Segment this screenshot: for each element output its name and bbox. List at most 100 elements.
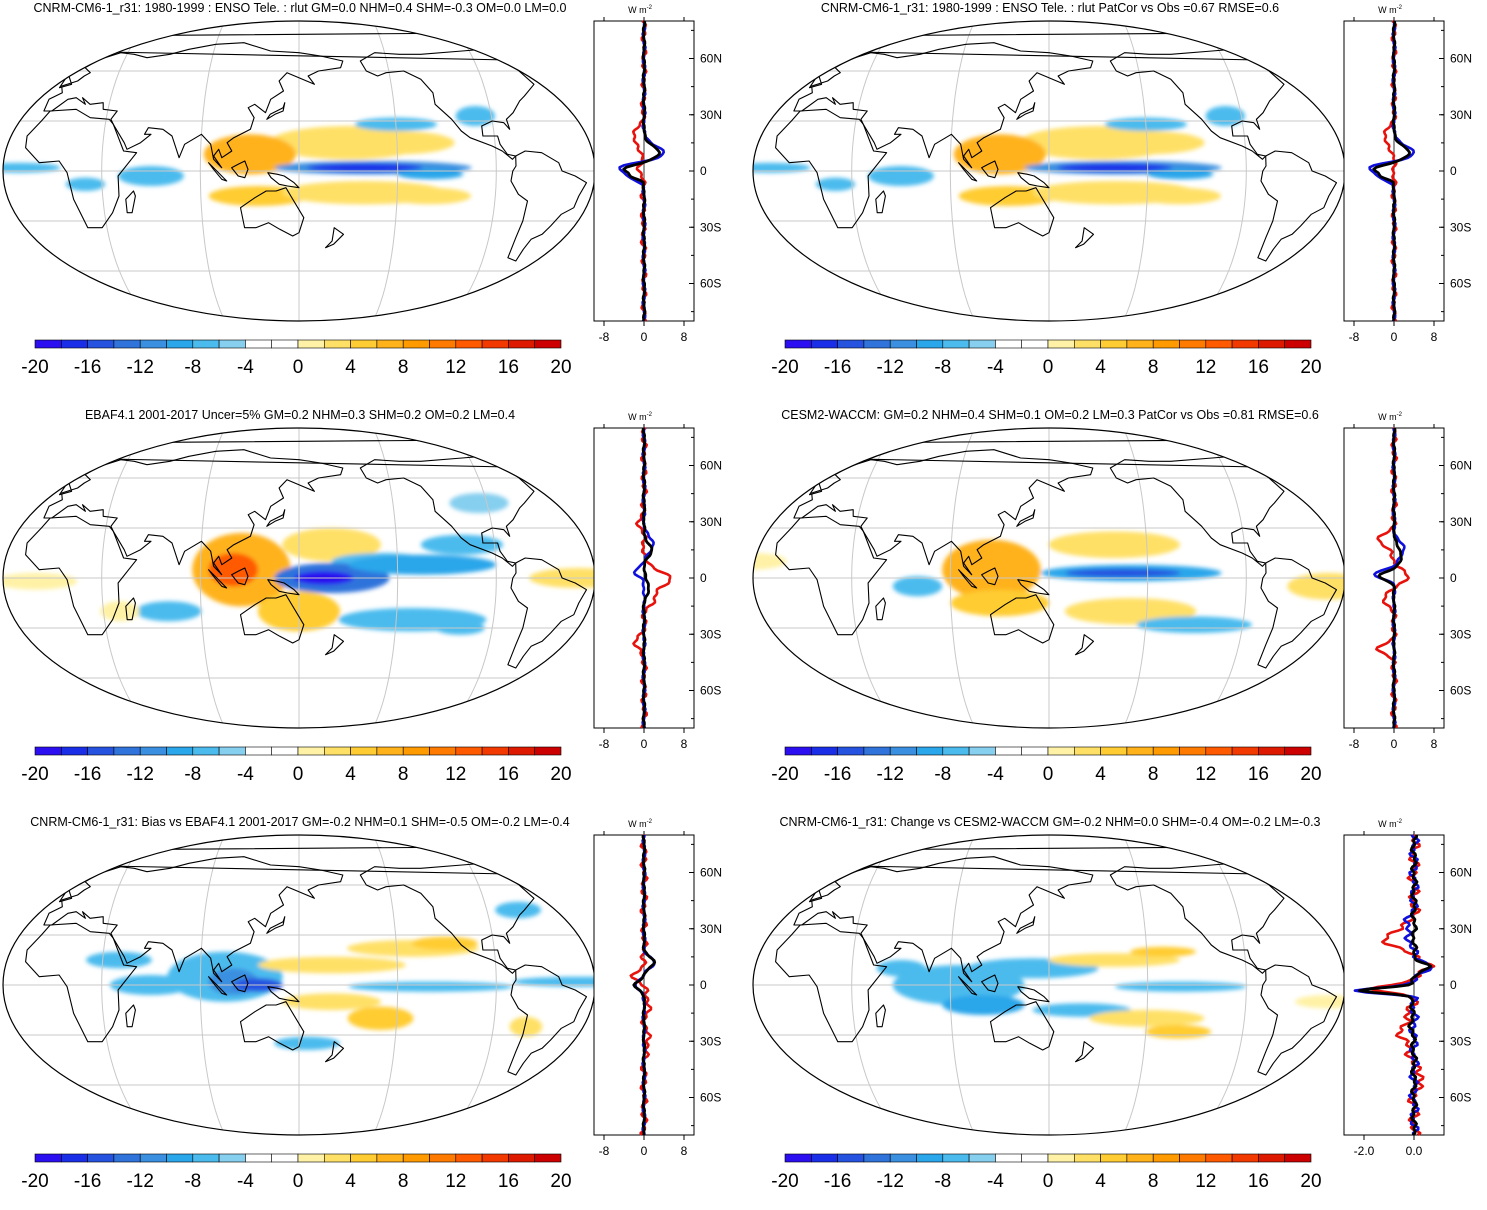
anomaly-region (397, 169, 464, 180)
panel-graphic: 60N 30N 0 30S 60S -8 0 8 W m-2 -20 -16 -12 -8 -4 0 4 8 12… (2, 819, 722, 1192)
coastline (808, 480, 823, 496)
profile-unit-text: W m (628, 819, 647, 829)
colorbar-swatch (889, 746, 917, 756)
colorbar-swatch (889, 1153, 917, 1163)
y-tick-label: 30S (1450, 220, 1471, 234)
profile-unit: W m-2 (1378, 412, 1402, 422)
colorbar-label: 4 (345, 357, 356, 378)
colorbar-swatch (889, 339, 917, 349)
colorbar-label: 8 (1148, 1171, 1159, 1192)
colorbar-label: -16 (74, 357, 101, 378)
anomaly-region (388, 187, 471, 205)
meridian (372, 428, 399, 728)
coastline (231, 160, 249, 179)
colorbar-label: 8 (398, 764, 409, 785)
colorbar-swatch (218, 1153, 246, 1163)
colorbar-swatch (1231, 1153, 1259, 1163)
colorbar-label: -20 (21, 357, 48, 378)
coastline (1016, 509, 1036, 527)
y-tick-label: 60S (1450, 684, 1471, 698)
colorbar-swatch (113, 1153, 141, 1163)
coastline (324, 634, 345, 656)
colorbar-swatch (534, 339, 562, 349)
profile-unit-text: W m (1378, 412, 1397, 422)
panel-graphic: 60N 30N 0 30S 60S -8 0 8 W m-2 -20 -16 -12 -8 -4 0 4 8 12… (2, 5, 722, 378)
colorbar: -20 -16 -12 -8 -4 0 4 8 12 16 20 (771, 339, 1322, 378)
coastline (1257, 964, 1338, 1076)
colorbar-swatch (534, 746, 562, 756)
colorbar: -20 -16 -12 -8 -4 0 4 8 12 16 20 (21, 746, 572, 785)
colorbar-label: -12 (876, 357, 903, 378)
colorbar-swatch (1126, 339, 1154, 349)
y-tick-label: 30S (700, 1034, 721, 1048)
coastline (1257, 150, 1338, 262)
colorbar-swatch (139, 1153, 167, 1163)
colorbar-swatch (481, 1153, 509, 1163)
colorbar-label: -20 (21, 764, 48, 785)
colorbar-swatch (837, 1153, 865, 1163)
meridian (101, 428, 152, 728)
colorbar-label: 20 (1300, 1171, 1321, 1192)
colorbar-swatch (1179, 746, 1207, 756)
anomaly-region (876, 960, 926, 977)
panel-1: CNRM-CM6-1_r31: 1980-1999 : ENSO Tele. :… (0, 0, 743, 396)
meridian (446, 835, 497, 1135)
colorbar-swatch (995, 339, 1022, 349)
anomaly-field (86, 901, 595, 1050)
meridian (446, 428, 497, 728)
colorbar-swatch (166, 339, 194, 349)
colorbar-swatch (784, 1153, 812, 1163)
anomaly-region (1147, 169, 1214, 180)
coastline (958, 569, 978, 589)
colorbar-swatch (87, 1153, 115, 1163)
colorbar-swatch (942, 746, 970, 756)
colorbar: -20 -16 -12 -8 -4 0 4 8 12 16 20 (21, 339, 572, 378)
total-line (641, 427, 654, 728)
profile-unit: W m-2 (628, 5, 652, 15)
profile-unit-exp: -2 (647, 5, 653, 11)
profile-unit-text: W m (1378, 819, 1397, 829)
profile-unit-exp: -2 (1397, 412, 1403, 418)
panel-title: CNRM-CM6-1_r31: 1980-1999 : ENSO Tele. :… (820, 1, 1280, 15)
anomaly-region (203, 134, 296, 175)
y-tick-label: 60N (700, 866, 722, 880)
anomaly-region (509, 1016, 543, 1037)
coastline (1017, 172, 1050, 189)
colorbar-swatch (942, 1153, 970, 1163)
colorbar-label: -8 (934, 1171, 951, 1192)
anomaly-region (942, 995, 1025, 1015)
panel-title: CNRM-CM6-1_r31: Bias vs EBAF4.1 2001-201… (30, 815, 570, 829)
x-tick-label: 8 (1431, 737, 1438, 751)
colorbar-swatch (942, 339, 970, 349)
colorbar-label: 20 (550, 357, 571, 378)
coastline (981, 160, 999, 179)
y-tick-label: 60S (700, 1091, 721, 1105)
anomaly-region (274, 1036, 340, 1050)
colorbar-swatch (402, 1153, 430, 1163)
colorbar-swatch (429, 746, 457, 756)
colorbar-swatch (1205, 746, 1233, 756)
colorbar-swatch (245, 339, 272, 349)
colorbar-label: 8 (398, 1171, 409, 1192)
colorbar-swatch (1021, 1153, 1049, 1163)
y-tick-label: 30S (1450, 627, 1471, 641)
colorbar-label: 16 (498, 764, 519, 785)
anomaly-region (892, 576, 943, 597)
coastline (875, 597, 886, 621)
colorbar-swatch (1100, 746, 1128, 756)
panel-6: CNRM-CM6-1_r31: Change vs CESM2-WACCM GM… (750, 814, 1487, 1210)
colorbar-swatch (810, 1153, 838, 1163)
y-tick-label: 60N (700, 52, 722, 66)
graticule (3, 21, 595, 321)
y-tick-label: 0 (700, 571, 707, 585)
meridian (851, 428, 902, 728)
colorbar-label: -4 (237, 764, 254, 785)
colorbar-swatch (166, 1153, 194, 1163)
meridian (101, 835, 152, 1135)
colorbar-swatch (376, 1153, 404, 1163)
colorbar-label: 20 (550, 764, 571, 785)
colorbar-swatch (837, 339, 865, 349)
colorbar-swatch (60, 1153, 88, 1163)
panel-title: CNRM-CM6-1_r31: Change vs CESM2-WACCM GM… (779, 815, 1321, 829)
colorbar-swatch (1126, 746, 1154, 756)
